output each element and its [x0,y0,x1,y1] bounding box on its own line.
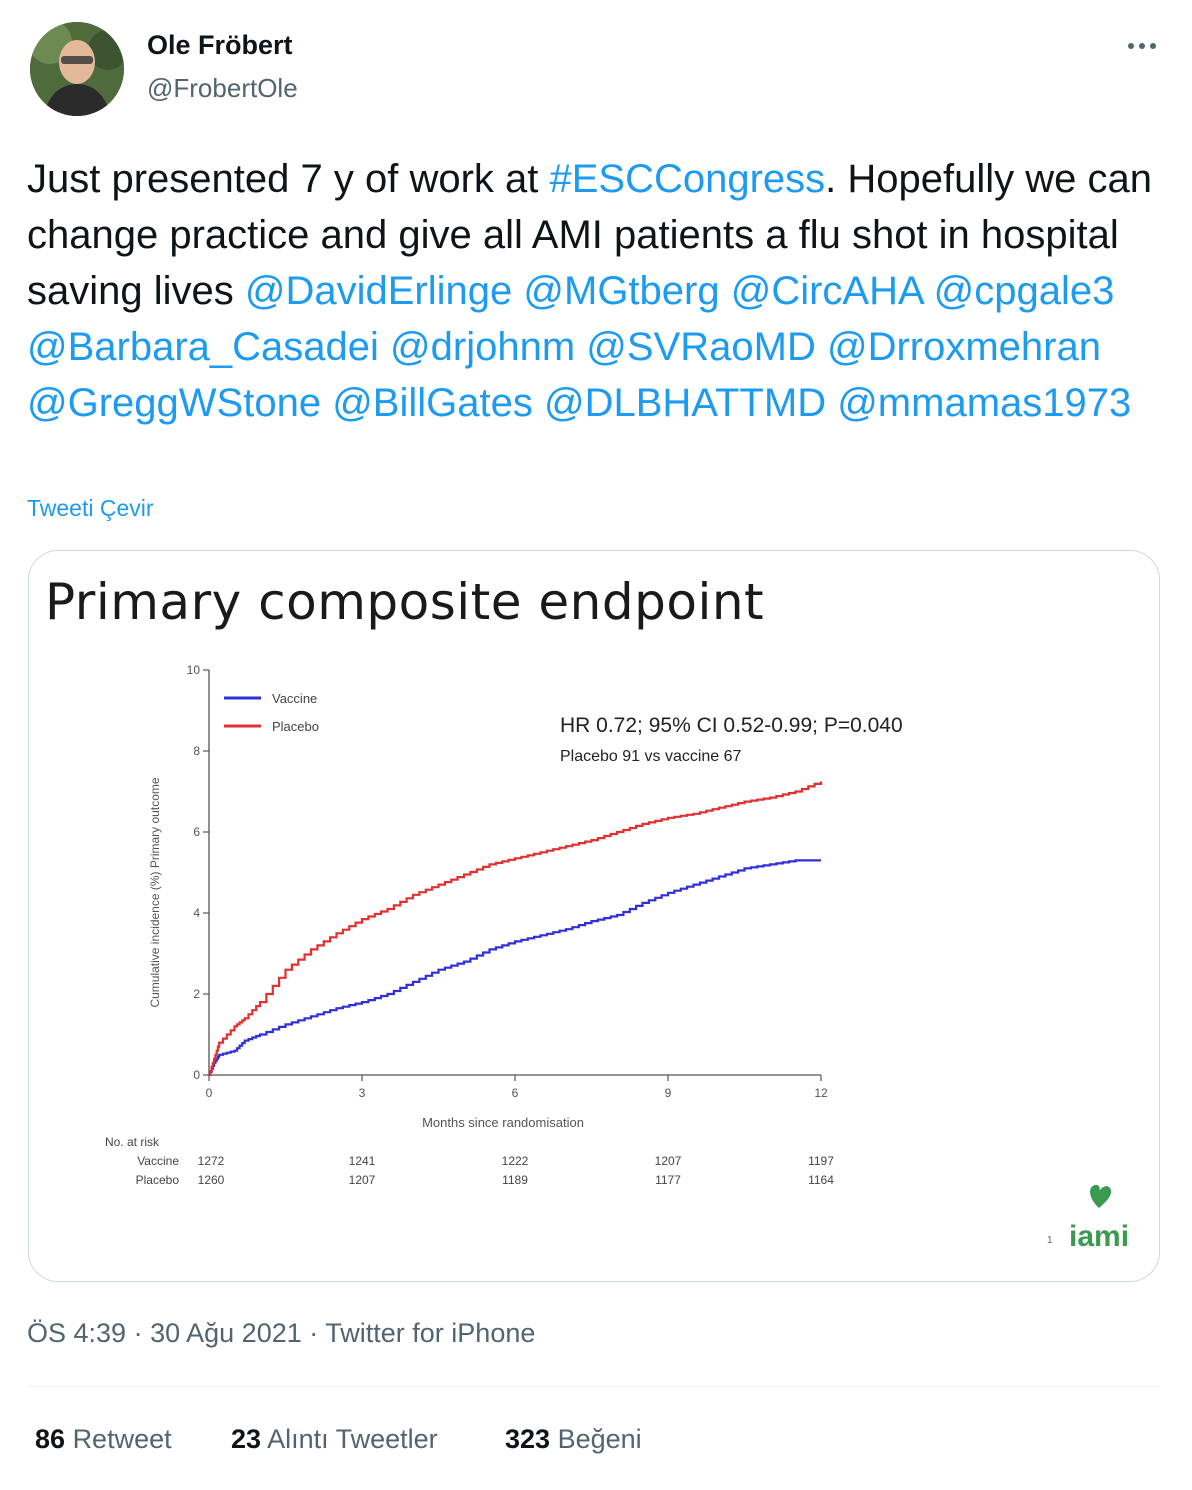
series-line-vaccine [209,859,821,1077]
tweet-text-segment: . Hopefully we can change practice and g… [27,157,1153,313]
avatar-image [30,22,124,116]
likes-stat[interactable]: 323 Beğeni [505,1424,642,1455]
hashtag-link[interactable]: #ESCCongress [549,157,826,201]
risk-value: 1207 [349,1173,376,1187]
mention-link[interactable]: @mmamas1973 [837,381,1132,425]
mention-link[interactable]: @BillGates [332,381,533,425]
tweet-text-segment: Just presented 7 y of work at [27,157,550,201]
risk-value: 1177 [655,1173,681,1187]
quotes-count: 23 [231,1424,262,1454]
author-name[interactable]: Ole Fröbert [147,30,293,60]
retweets-label: Retweet [72,1424,172,1454]
tweet-text-segment [321,381,332,425]
x-tick-label: 3 [359,1086,366,1100]
series-line-placebo [209,781,823,1077]
y-axis-label: Cumulative incidence (%) Primary outcome [148,777,162,1007]
author-handle[interactable]: @FrobertOle [147,73,298,103]
meta-separator: · [309,1318,319,1348]
risk-value: 1222 [502,1154,529,1168]
risk-table: No. at risk Vaccine 1272 1241 1222 1207 1197 Pl… [105,1135,834,1187]
km-chart: 0 2 4 6 8 10 0 3 6 9 12 Months since randomisation C… [105,663,1129,1253]
chart-ticks: 0 2 4 6 8 10 0 3 6 9 12 Months since randomisation C… [148,663,828,1130]
more-icon[interactable] [1124,30,1160,60]
mention-link[interactable]: @drjohnm [390,325,576,369]
quotes-label: Alıntı Tweetler [267,1424,438,1454]
tweet-text-segment [575,325,586,369]
chart-annotations: HR 0.72; 95% CI 0.52-0.99; P=0.040 Placeb… [560,714,903,765]
mention-link[interactable]: @CircAHA [730,269,923,313]
likes-count: 323 [505,1424,551,1454]
mention-link[interactable]: @DLBHATTMD [543,381,827,425]
hr-annotation: HR 0.72; 95% CI 0.52-0.99; P=0.040 [560,714,903,737]
meta-separator: · [133,1318,143,1348]
risk-value: 1260 [198,1173,225,1187]
y-tick-label: 6 [193,825,200,839]
risk-value: 1164 [808,1173,834,1187]
x-tick-label: 9 [665,1086,672,1100]
risk-value: 1189 [502,1173,528,1187]
translate-tweet-link[interactable]: Tweeti Çevir [27,495,154,521]
quotes-stat[interactable]: 23 Alıntı Tweetler [231,1424,438,1455]
tweet-media[interactable]: Primary composite endpoint 0 2 4 6 8 10 0 3 6 9 12… [28,550,1160,1282]
logo-text: iami [1069,1220,1129,1253]
tweet-text-segment [720,269,731,313]
chart-legend: Vaccine Placebo [224,691,319,734]
mention-link[interactable]: @SVRaoMD [586,325,816,369]
mention-link[interactable]: @DavidErlinge [244,269,513,313]
y-tick-label: 0 [193,1068,200,1082]
retweets-count: 86 [35,1424,66,1454]
x-tick-label: 6 [512,1086,519,1100]
x-tick-label: 12 [814,1086,828,1100]
y-tick-label: 4 [193,906,200,920]
tweet-text-segment [816,325,827,369]
likes-label: Beğeni [557,1424,642,1454]
mention-link[interactable]: @cpgale3 [933,269,1115,313]
tweet-text-segment [922,269,933,313]
mention-link[interactable]: @MGtberg [523,269,720,313]
avatar[interactable] [30,22,124,116]
mention-link[interactable]: @Barbara_Casadei [27,325,379,369]
risk-row-label: Vaccine [137,1154,179,1168]
mention-link[interactable]: @Drroxmehran [826,325,1101,369]
risk-table-header: No. at risk [105,1135,160,1149]
legend-label-vaccine: Vaccine [272,691,317,706]
tweet-source[interactable]: Twitter for iPhone [325,1318,536,1348]
tweet-time[interactable]: ÖS 4:39 [27,1318,127,1348]
risk-value: 1207 [655,1154,682,1168]
tweet-text-segment [533,381,544,425]
x-tick-label: 0 [206,1086,213,1100]
risk-value: 1272 [198,1154,225,1168]
more-icon-glyph [1128,43,1156,49]
slide-number: 1 [1047,1235,1053,1246]
retweets-stat[interactable]: 86 Retweet [35,1424,172,1455]
y-tick-label: 8 [193,744,200,758]
divider [27,1386,1160,1387]
tweet-date[interactable]: 30 Ağu 2021 [150,1318,302,1348]
tweet-text-segment [379,325,390,369]
tweet-text: Just presented 7 y of work at #ESCCongre… [27,151,1167,431]
risk-row-label: Placebo [136,1173,180,1187]
legend-label-placebo: Placebo [272,719,319,734]
logo-heart-icon [1090,1184,1112,1208]
y-tick-label: 10 [187,663,201,677]
tweet-text-segment [512,269,523,313]
risk-value: 1197 [808,1154,834,1168]
tweet-text-segment [826,381,837,425]
x-axis-label: Months since randomisation [422,1115,584,1130]
mention-link[interactable]: @GreggWStone [27,381,322,425]
tweet-meta: ÖS 4:39 · 30 Ağu 2021 · Twitter for iPho… [27,1318,535,1349]
events-annotation: Placebo 91 vs vaccine 67 [560,748,742,765]
risk-value: 1241 [349,1154,376,1168]
iami-logo: 1 iami [1047,1184,1129,1253]
slide-title: Primary composite endpoint [45,573,765,631]
y-tick-label: 2 [193,987,200,1001]
chart-lines [209,781,823,1077]
